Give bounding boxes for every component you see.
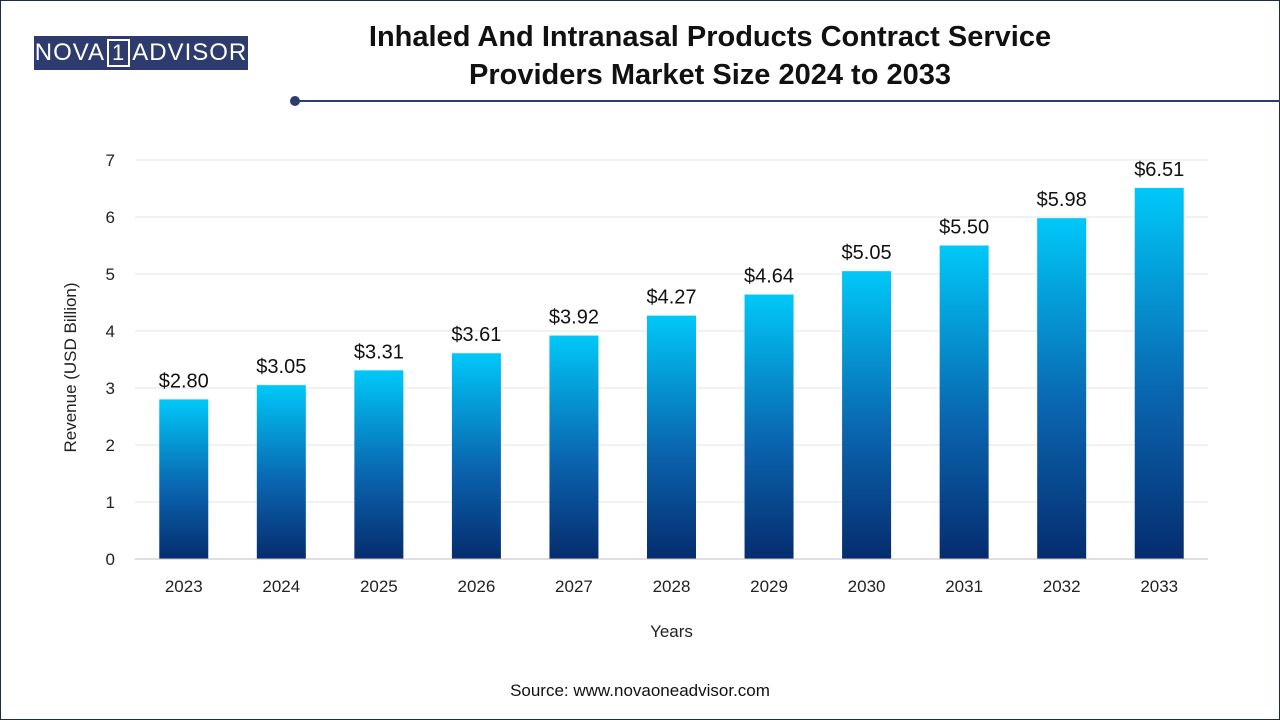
x-tick-label: 2023 <box>165 577 203 596</box>
bar-2027 <box>549 335 599 559</box>
y-tick-label: 3 <box>106 379 115 398</box>
data-label: $2.80 <box>159 370 209 392</box>
data-label: $4.64 <box>744 266 794 288</box>
x-tick-label: 2026 <box>457 577 495 596</box>
y-tick-label: 1 <box>106 493 115 512</box>
y-tick-label: 2 <box>106 436 115 455</box>
x-tick-label: 2031 <box>945 577 983 596</box>
title-rule-dot <box>290 96 300 106</box>
x-tick-label: 2028 <box>653 577 691 596</box>
logo-text-one: 1 <box>106 39 131 67</box>
x-tick-label: 2029 <box>750 577 788 596</box>
title-rule <box>296 100 1280 102</box>
data-label: $3.31 <box>354 341 404 363</box>
x-tick-label: 2032 <box>1043 577 1081 596</box>
bar-2025 <box>354 370 404 559</box>
data-label: $3.05 <box>256 356 306 378</box>
y-tick-label: 6 <box>106 208 115 227</box>
bar-2031 <box>939 245 989 559</box>
bar-2028 <box>647 315 696 559</box>
bar-2026 <box>451 353 501 559</box>
x-axis-title: Years <box>650 622 693 641</box>
bar-2033 <box>1134 187 1184 559</box>
bar-2030 <box>842 271 892 559</box>
data-label: $5.50 <box>939 217 989 239</box>
y-tick-label: 5 <box>106 265 115 284</box>
data-label: $6.51 <box>1134 159 1184 181</box>
logo-text-advisor: ADVISOR <box>132 39 248 66</box>
x-tick-label: 2033 <box>1140 577 1178 596</box>
y-axis-title: Revenue (USD Billion) <box>61 282 80 452</box>
data-label: $3.92 <box>549 307 599 329</box>
y-tick-label: 7 <box>106 151 115 170</box>
brand-logo: NOVA 1 ADVISOR <box>34 36 248 70</box>
data-label: $5.05 <box>842 242 892 264</box>
data-label: $5.98 <box>1037 189 1087 211</box>
x-tick-label: 2024 <box>262 577 300 596</box>
source-note: Source: www.novaoneadvisor.com <box>510 681 770 700</box>
y-tick-label: 4 <box>106 322 115 341</box>
bar-2023 <box>159 399 209 559</box>
bar-2032 <box>1037 218 1087 559</box>
x-tick-label: 2027 <box>555 577 593 596</box>
bar-2024 <box>256 385 306 559</box>
bar-2029 <box>744 294 794 559</box>
data-label: $3.61 <box>451 324 501 346</box>
logo-text-nova: NOVA <box>34 39 105 66</box>
chart-title: Inhaled And Intranasal Products Contract… <box>368 21 1052 91</box>
x-tick-label: 2030 <box>848 577 886 596</box>
x-tick-label: 2025 <box>360 577 398 596</box>
y-tick-label: 0 <box>106 550 115 569</box>
data-label: $4.27 <box>646 287 696 309</box>
